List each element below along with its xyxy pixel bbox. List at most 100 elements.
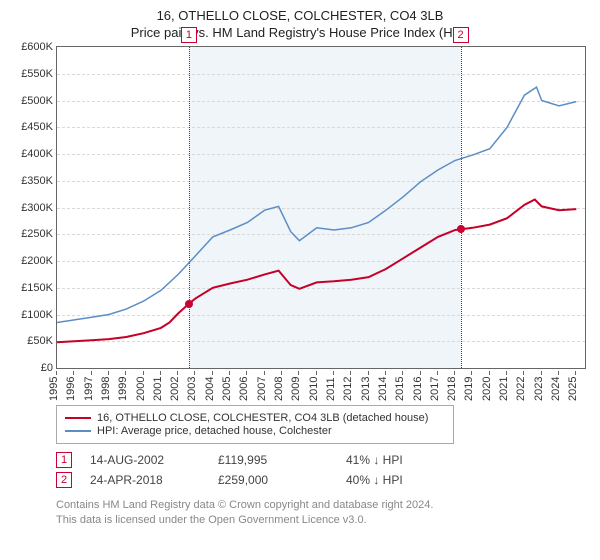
transaction-delta: 40% ↓ HPI	[346, 473, 456, 487]
x-axis-label: 2012	[342, 377, 354, 401]
x-tick	[350, 371, 351, 375]
price-marker	[457, 225, 465, 233]
y-axis-label: £500K	[21, 95, 53, 107]
x-axis-label: 1998	[100, 377, 112, 401]
chart-subtitle: Price paid vs. HM Land Registry's House …	[6, 25, 594, 40]
x-tick	[298, 371, 299, 375]
y-axis-label: £250K	[21, 228, 53, 240]
x-axis-label: 2001	[152, 377, 164, 401]
x-tick	[212, 371, 213, 375]
x-tick	[471, 371, 472, 375]
x-tick	[437, 371, 438, 375]
x-tick	[575, 371, 576, 375]
x-tick	[523, 371, 524, 375]
x-tick	[194, 371, 195, 375]
legend-swatch	[65, 430, 91, 432]
x-axis-label: 2014	[377, 377, 389, 401]
transaction-row: 114-AUG-2002£119,99541% ↓ HPI	[56, 452, 594, 468]
legend-label: 16, OTHELLO CLOSE, COLCHESTER, CO4 3LB (…	[97, 412, 428, 424]
x-axis-label: 2007	[256, 377, 268, 401]
transaction-delta: 41% ↓ HPI	[346, 453, 456, 467]
x-tick	[558, 371, 559, 375]
x-tick	[489, 371, 490, 375]
x-tick	[160, 371, 161, 375]
x-tick	[125, 371, 126, 375]
series-hpi	[57, 87, 576, 322]
legend-row: 16, OTHELLO CLOSE, COLCHESTER, CO4 3LB (…	[65, 412, 445, 424]
x-tick	[264, 371, 265, 375]
x-axis-label: 2018	[446, 377, 458, 401]
x-axis-label: 2023	[533, 377, 545, 401]
transaction-row: 2 24-APR-2018 £259,000 40% ↓ HPI	[56, 472, 594, 488]
y-axis-label: £550K	[21, 68, 53, 80]
y-axis-label: £600K	[21, 41, 53, 53]
x-axis-label: 2010	[308, 377, 320, 401]
legend-label: HPI: Average price, detached house, Colc…	[97, 425, 332, 437]
event-marker-box: 1	[181, 27, 197, 43]
x-axis-label: 2011	[325, 377, 337, 401]
x-tick	[91, 371, 92, 375]
attribution-line2: This data is licensed under the Open Gov…	[56, 513, 594, 528]
y-axis-label: £200K	[21, 255, 53, 267]
x-axis-label: 2005	[221, 377, 233, 401]
x-axis-label: 2004	[204, 377, 216, 401]
x-tick	[385, 371, 386, 375]
x-axis-label: 2019	[463, 377, 475, 401]
x-tick	[368, 371, 369, 375]
y-axis-label: £350K	[21, 175, 53, 187]
x-axis-label: 1995	[48, 377, 60, 401]
y-axis-label: £300K	[21, 202, 53, 214]
y-axis-label: £450K	[21, 121, 53, 133]
x-axis-label: 2024	[550, 377, 562, 401]
transaction-date: 24-APR-2018	[90, 473, 200, 487]
chart-area: £0£50K£100K£150K£200K£250K£300K£350K£400…	[56, 46, 586, 401]
y-axis-label: £50K	[27, 335, 53, 347]
transactions-table: 114-AUG-2002£119,99541% ↓ HPI224-APR-201…	[56, 452, 594, 488]
plot-region: £0£50K£100K£150K£200K£250K£300K£350K£400…	[56, 46, 586, 369]
x-tick	[316, 371, 317, 375]
x-axis-label: 1997	[83, 377, 95, 401]
legend-swatch	[65, 417, 91, 419]
y-axis-label: £400K	[21, 148, 53, 160]
attribution: Contains HM Land Registry data © Crown c…	[56, 498, 594, 528]
event-marker-box: 2	[453, 27, 469, 43]
x-axis-label: 1996	[65, 377, 77, 401]
x-axis-label: 1999	[117, 377, 129, 401]
y-axis-label: £0	[41, 362, 53, 374]
attribution-line1: Contains HM Land Registry data © Crown c…	[56, 498, 594, 513]
x-axis-label: 2017	[429, 377, 441, 401]
transaction-index: 1	[56, 452, 72, 468]
transaction-price: £259,000	[218, 473, 328, 487]
chart-title: 16, OTHELLO CLOSE, COLCHESTER, CO4 3LB	[6, 8, 594, 23]
x-tick	[333, 371, 334, 375]
x-axis-label: 2002	[169, 377, 181, 401]
x-axis-label: 2000	[135, 377, 147, 401]
x-tick	[506, 371, 507, 375]
x-tick	[281, 371, 282, 375]
series-price_paid	[57, 200, 576, 343]
x-axis-label: 2020	[481, 377, 493, 401]
x-axis-label: 2025	[567, 377, 579, 401]
x-axis-label: 2015	[394, 377, 406, 401]
x-axis-label: 2022	[515, 377, 527, 401]
x-tick	[73, 371, 74, 375]
transaction-price: £119,995	[218, 453, 328, 467]
y-axis-label: £100K	[21, 309, 53, 321]
price-marker	[185, 300, 193, 308]
x-axis-label: 2021	[498, 377, 510, 401]
x-tick	[108, 371, 109, 375]
x-tick	[143, 371, 144, 375]
series-lines	[57, 47, 585, 368]
x-axis-label: 2006	[238, 377, 250, 401]
x-tick	[177, 371, 178, 375]
x-tick	[541, 371, 542, 375]
x-axis-label: 2009	[290, 377, 302, 401]
x-tick	[56, 371, 57, 375]
x-axis-label: 2008	[273, 377, 285, 401]
legend: 16, OTHELLO CLOSE, COLCHESTER, CO4 3LB (…	[56, 405, 454, 444]
transaction-index: 2	[56, 472, 72, 488]
x-axis-labels: 1995199619971998199920002001200220032004…	[56, 371, 586, 401]
x-tick	[454, 371, 455, 375]
x-tick	[229, 371, 230, 375]
x-axis-label: 2003	[186, 377, 198, 401]
